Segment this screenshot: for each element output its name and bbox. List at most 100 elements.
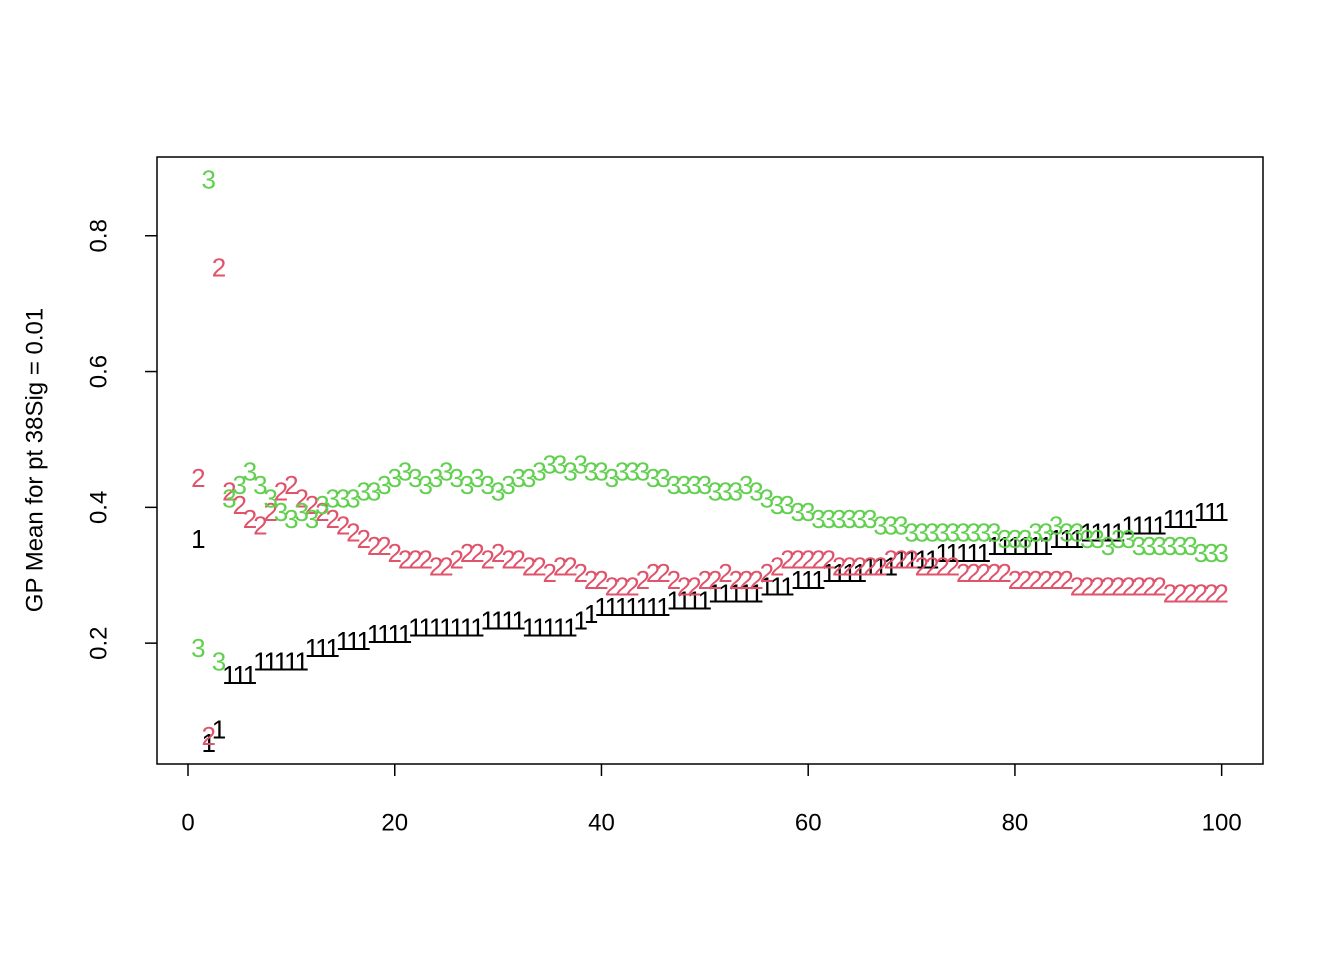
point: 3 [687,470,701,500]
point: 2 [904,545,918,575]
point: 1 [698,585,712,615]
point: 2 [243,504,257,534]
point: 3 [1183,531,1197,561]
point: 1 [408,612,422,642]
point: 2 [584,565,598,595]
y-tick-label: 0.4 [85,491,112,524]
point: 1 [1173,504,1187,534]
point: 3 [1080,524,1094,554]
point: 1 [584,599,598,629]
point: 1 [708,578,722,608]
point: 2 [625,572,639,602]
point: 1 [574,606,588,636]
point: 3 [667,470,681,500]
point: 1 [501,606,515,636]
point: 3 [915,517,929,547]
point: 3 [574,449,588,479]
point: 2 [1059,565,1073,595]
point: 3 [1049,511,1063,541]
point: 1 [687,585,701,615]
point: 3 [584,456,598,486]
point: 1 [935,538,949,568]
point: 1 [1018,531,1032,561]
point: 2 [553,551,567,581]
point: 3 [1204,538,1218,568]
y-tick-label: 0.6 [85,355,112,388]
point: 3 [853,504,867,534]
point: 1 [398,619,412,649]
point: 1 [605,592,619,622]
point: 2 [336,511,350,541]
point: 3 [1173,531,1187,561]
point: 1 [925,545,939,575]
point: 2 [966,558,980,588]
point: 3 [594,456,608,486]
point: 1 [801,565,815,595]
point: 2 [1132,572,1146,602]
point: 2 [1204,578,1218,608]
point: 2 [460,538,474,568]
point: 2 [512,545,526,575]
point: 2 [615,572,629,602]
point: 2 [1039,565,1053,595]
point: 1 [429,612,443,642]
point: 3 [935,517,949,547]
point: 1 [274,646,288,676]
point: 3 [232,470,246,500]
point: 1 [1049,524,1063,554]
point: 2 [636,565,650,595]
point: 2 [501,545,515,575]
point: 3 [1028,517,1042,547]
point: 2 [367,531,381,561]
point: 3 [1101,531,1115,561]
point: 3 [305,504,319,534]
point: 2 [718,558,732,588]
point: 1 [780,572,794,602]
point: 2 [935,551,949,581]
point: 2 [481,545,495,575]
point: 2 [274,477,288,507]
point: 2 [1018,565,1032,595]
point: 2 [822,545,836,575]
point: 1 [470,612,484,642]
point: 1 [1070,524,1084,554]
point: 2 [884,545,898,575]
point: 3 [770,490,784,520]
point: 3 [377,470,391,500]
point: 3 [563,456,577,486]
point: 3 [284,504,298,534]
point: 1 [1028,531,1042,561]
point: 3 [460,470,474,500]
point: 1 [532,612,546,642]
point: 2 [294,483,308,513]
x-tick-label: 40 [588,809,615,836]
point: 1 [419,612,433,642]
point: 1 [1101,517,1115,547]
point: 2 [729,565,743,595]
point: 2 [201,721,215,751]
point: 3 [346,483,360,513]
point: 2 [956,558,970,588]
point: 3 [698,470,712,500]
point: 3 [191,633,205,663]
point: 3 [780,490,794,520]
point: 1 [1152,511,1166,541]
y-tick-label: 0.8 [85,219,112,252]
point: 2 [408,545,422,575]
point: 3 [1142,531,1156,561]
point: 3 [253,470,267,500]
point: 3 [842,504,856,534]
point: 1 [625,592,639,622]
point: 1 [191,524,205,554]
point: 3 [605,463,619,493]
point: 2 [491,538,505,568]
point: 3 [1214,538,1228,568]
y-tick-label: 0.2 [85,626,112,659]
point: 1 [346,626,360,656]
point: 2 [925,551,939,581]
point: 3 [729,477,743,507]
point: 1 [1214,497,1228,527]
point: 1 [491,606,505,636]
point: 2 [739,565,753,595]
point: 2 [811,545,825,575]
